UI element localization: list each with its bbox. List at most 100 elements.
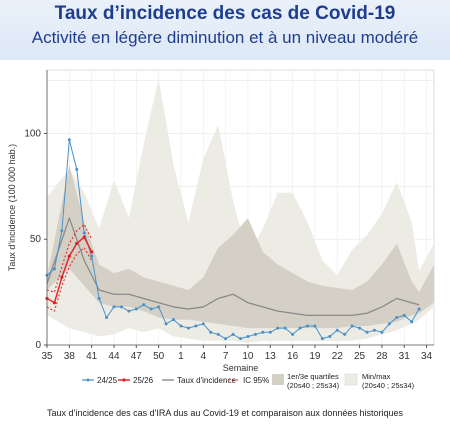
series-2425-point (358, 326, 362, 330)
series-2425-point (127, 309, 131, 313)
x-tick-label: 38 (64, 351, 76, 362)
legend-label-minmax: Min/max (362, 372, 391, 381)
x-tick-label: 13 (265, 351, 277, 362)
series-2425-point (276, 326, 280, 330)
y-tick-label: 0 (35, 340, 41, 351)
series-2425-point (209, 330, 213, 334)
series-2425-point (149, 307, 153, 311)
series-2526-point (60, 275, 64, 279)
x-tick-label: 4 (201, 351, 207, 362)
series-2425-point (142, 303, 146, 307)
y-tick-label: 100 (24, 128, 41, 139)
series-2425-point (410, 320, 414, 324)
legend-label-2425: 24/25 (97, 376, 118, 385)
series-2425-point (305, 324, 309, 328)
x-tick-label: 31 (399, 351, 411, 362)
legend-swatch-minmax (344, 373, 358, 386)
series-2425-point (335, 328, 339, 332)
series-2425-point (52, 267, 56, 271)
series-2425-point (172, 318, 176, 322)
legend-swatch-2526-point (122, 378, 126, 382)
x-tick-label: 35 (41, 351, 53, 362)
series-2425-point (253, 332, 257, 336)
series-2425-point (105, 316, 109, 319)
series-2425-point (365, 330, 369, 334)
legend-label-median: Taux d'incidence (177, 376, 236, 385)
x-tick-label: 7 (223, 351, 229, 362)
series-2425-point (380, 330, 384, 334)
legend-swatch-quartiles (272, 374, 284, 385)
page-title: Taux d’incidence des cas de Covid-19 (54, 3, 396, 24)
series-2425-point (164, 322, 168, 326)
series-2425-point (67, 138, 71, 142)
series-2425-point (387, 322, 391, 326)
x-tick-label: 41 (86, 351, 98, 362)
legend-label-quartiles: 1er/3e quartiles (287, 372, 339, 381)
series-2425-point (216, 332, 220, 336)
chart-caption: Taux d’incidence des cas d'IRA dus au Co… (47, 408, 403, 418)
x-tick-label: 44 (108, 351, 120, 362)
series-2526-point (67, 254, 71, 258)
legend-sub-quartiles: (20s40 ; 25s34) (287, 381, 340, 390)
series-2425-point (372, 328, 376, 332)
y-axis-label: Taux d'incidence (100 000 hab.) (7, 144, 17, 271)
series-2425-point (90, 254, 94, 258)
page-subtitle: Activité en légère diminution et à un ni… (31, 28, 419, 47)
series-2425-point (395, 316, 399, 319)
legend-sub-minmax: (20s40 ; 25s34) (362, 381, 415, 390)
legend-label-2526: 25/26 (133, 376, 154, 385)
series-2425-point (194, 324, 198, 328)
minmax-band (47, 78, 434, 343)
series-2425-point (201, 322, 205, 326)
x-tick-label: 22 (332, 351, 344, 362)
series-2425-point (119, 305, 123, 309)
x-tick-label: 19 (309, 351, 321, 362)
series-2425-point (402, 313, 406, 317)
x-tick-label: 1 (178, 351, 184, 362)
series-2425-point (320, 337, 324, 341)
series-2425-point (417, 307, 421, 311)
x-tick-label: 34 (421, 351, 433, 362)
series-2425-point (97, 296, 101, 300)
series-2425-point (82, 231, 86, 235)
series-2425-point (283, 326, 287, 330)
median-line (46, 217, 420, 317)
x-tick-label: 28 (376, 351, 388, 362)
series-2526-point (75, 241, 79, 246)
series-2425-point (343, 332, 347, 336)
series-2425-point (224, 337, 228, 341)
y-tick-label: 50 (30, 234, 42, 245)
series-2425-point (246, 335, 250, 339)
legend-label-ci: IC 95% (243, 376, 269, 385)
series-2425-point (186, 326, 190, 330)
series-2425-point (231, 332, 235, 336)
series-2425-point (75, 167, 79, 171)
series-2526-point (82, 235, 86, 239)
series-2425-point (350, 324, 354, 328)
series-2526-point (52, 301, 57, 305)
x-tick-label: 25 (354, 351, 366, 362)
x-tick-label: 10 (242, 351, 254, 362)
series-2425-point (134, 307, 138, 311)
legend-swatch-2425-point (86, 378, 90, 382)
x-tick-label: 47 (131, 351, 143, 362)
x-axis-label: Semaine (223, 363, 259, 373)
series-2425-point (179, 324, 183, 328)
series-2425-point (298, 326, 302, 330)
series-2526-point (90, 250, 94, 254)
series-2425-point (268, 330, 272, 334)
series-2425-point (112, 305, 116, 309)
series-2425-point (60, 229, 64, 233)
series-2425-point (261, 330, 265, 334)
series-2425-point (291, 332, 295, 336)
title-banner: Taux d’incidence des cas de Covid-19 Act… (0, 0, 450, 60)
x-tick-label: 50 (153, 351, 165, 362)
ci-low-line (46, 247, 93, 312)
series-2425-point (313, 324, 317, 328)
x-tick-label: 16 (287, 351, 299, 362)
series-2425-point (157, 305, 161, 309)
quartile-band (47, 165, 434, 329)
series-2425-point (239, 337, 242, 341)
series-2425-point (328, 335, 332, 339)
